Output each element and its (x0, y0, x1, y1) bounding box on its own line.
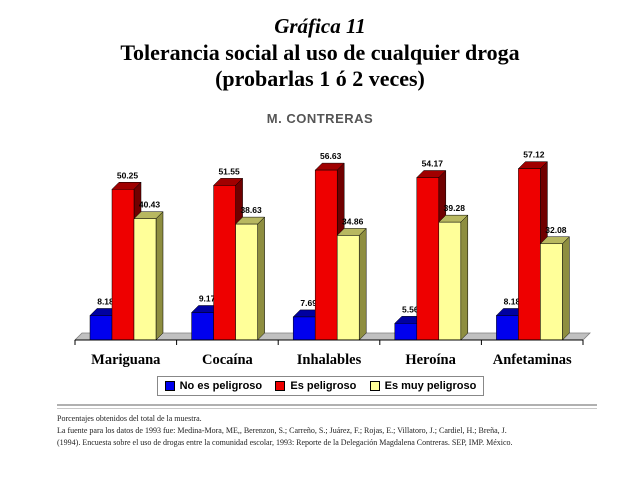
legend-label: No es peligroso (179, 380, 263, 392)
chart-author: M. CONTRERAS (266, 111, 374, 126)
chart-legend: No es peligroso Es peligroso Es muy peli… (157, 376, 484, 396)
data-label: 8.18 (97, 296, 114, 306)
x-tick-label: Heroína (405, 352, 456, 368)
data-label: 5.56 (402, 304, 419, 314)
bar (133, 218, 157, 341)
bar-side (562, 236, 570, 341)
data-label: 9.17 (199, 293, 216, 303)
footnotes: Porcentajes obtenidos del total de la mu… (57, 413, 617, 449)
bar (518, 168, 541, 341)
bar (111, 189, 135, 341)
title-line-1: Tolerancia social al uso de cualquier dr… (120, 40, 520, 65)
bar (89, 315, 113, 341)
data-label: 56.63 (320, 151, 342, 161)
title-line-2: (probarlas 1 ó 2 veces) (215, 66, 425, 91)
divider-bottom (57, 408, 597, 409)
bar-side (460, 214, 469, 341)
bar (191, 312, 214, 341)
data-label: 50.25 (117, 170, 139, 180)
bar (496, 315, 519, 341)
chart-title: Tolerancia social al uso de cualquier dr… (0, 40, 640, 92)
data-label: 7.69 (300, 298, 317, 308)
bar (394, 323, 418, 341)
data-label: 51.55 (218, 166, 240, 176)
bar (235, 223, 258, 341)
bar (336, 235, 360, 341)
bar (213, 185, 236, 341)
bar (314, 169, 338, 341)
data-label: 38.63 (240, 205, 262, 215)
data-label: 34.86 (342, 216, 364, 226)
footnote-line: Porcentajes obtenidos del total de la mu… (57, 414, 202, 423)
bar (540, 243, 563, 341)
data-label: 57.12 (523, 150, 545, 160)
footnote-line: La fuente para los datos de 1993 fue: Me… (57, 426, 507, 435)
legend-item-no-peligroso: No es peligroso (164, 380, 263, 392)
bar (416, 177, 440, 341)
x-tick-label: Mariguana (91, 352, 161, 368)
chart-kicker: Gráfica 11 (274, 14, 366, 38)
x-tick-label: Inhalables (297, 352, 362, 368)
data-label: 40.43 (139, 200, 161, 210)
data-label: 8.18 (504, 296, 521, 306)
legend-item-muy-peligroso: Es muy peligroso (369, 380, 477, 392)
bar-side (358, 227, 367, 341)
legend-swatch-red (275, 381, 286, 391)
legend-item-peligroso: Es peligroso (275, 380, 356, 392)
x-tick-label: Anfetaminas (493, 352, 572, 368)
x-tick-label: Cocaína (202, 352, 254, 368)
data-label: 54.17 (422, 158, 444, 168)
data-label: 32.08 (545, 225, 567, 235)
legend-label: Es peligroso (290, 380, 357, 392)
footnote-line: (1994). Encuesta sobre el uso de drogas … (57, 438, 513, 447)
bar-side (155, 211, 164, 341)
bar (292, 316, 316, 341)
bar-side (257, 216, 265, 341)
legend-label: Es muy peligroso (384, 380, 477, 392)
legend-swatch-blue (164, 381, 175, 391)
legend-swatch-yellow (369, 381, 380, 391)
divider-top (57, 404, 597, 406)
bar (438, 221, 462, 341)
data-label: 39.28 (444, 203, 466, 213)
